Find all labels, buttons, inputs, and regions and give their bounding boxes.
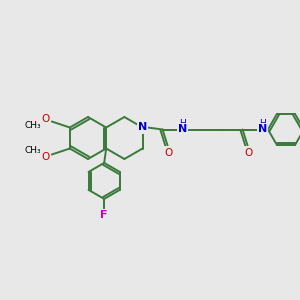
Text: O: O — [244, 148, 253, 158]
Text: H: H — [259, 119, 266, 128]
Text: N: N — [178, 124, 187, 134]
Text: N: N — [138, 122, 147, 133]
Text: O: O — [42, 152, 50, 161]
Text: F: F — [100, 210, 108, 220]
Text: O: O — [164, 148, 173, 158]
Text: N: N — [258, 124, 267, 134]
Text: O: O — [42, 115, 50, 124]
Text: H: H — [179, 119, 186, 128]
Text: CH₃: CH₃ — [25, 146, 41, 155]
Text: CH₃: CH₃ — [25, 121, 41, 130]
